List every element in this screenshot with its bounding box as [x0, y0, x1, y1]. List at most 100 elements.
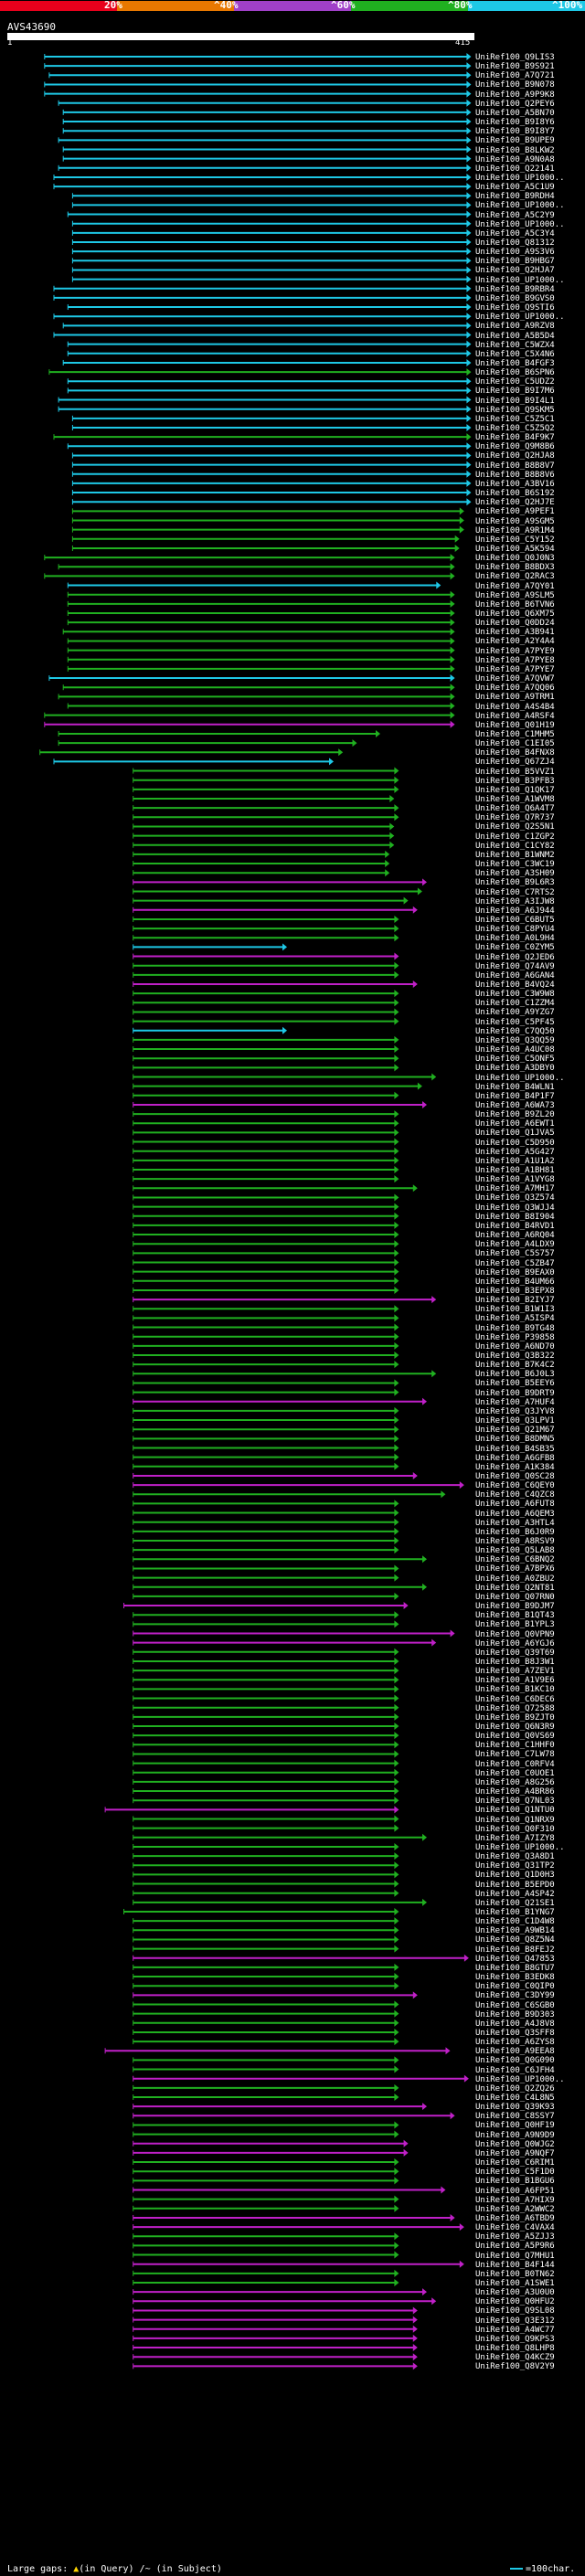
hit-row[interactable]: [133, 2334, 418, 2342]
hit-label[interactable]: UniRef100_Q3B322: [475, 1352, 555, 1361]
hit-label[interactable]: UniRef100_A9NQF7: [475, 2148, 555, 2158]
hit-label[interactable]: UniRef100_B3PFB3: [475, 776, 555, 786]
hit-label[interactable]: UniRef100_B8B8V7: [475, 461, 555, 471]
hit-label[interactable]: UniRef100_A6EWT1: [475, 1119, 555, 1129]
hit-label[interactable]: UniRef100_B9L6R3: [475, 878, 555, 888]
hit-label[interactable]: UniRef100_Q2RAC3: [475, 572, 555, 582]
hit-label[interactable]: UniRef100_A1U1A2: [475, 1156, 555, 1166]
hit-label[interactable]: UniRef100_Q3LPV1: [475, 1416, 555, 1426]
hit-row[interactable]: [133, 981, 418, 988]
hit-row[interactable]: [67, 664, 455, 673]
hit-row[interactable]: [71, 451, 472, 460]
hit-row[interactable]: [133, 1258, 399, 1267]
hit-label[interactable]: UniRef100_Q6A4T7: [475, 804, 555, 814]
hit-label[interactable]: UniRef100_Q0G090: [475, 2056, 555, 2066]
hit-label[interactable]: UniRef100_B4F144: [475, 2260, 555, 2270]
hit-label[interactable]: UniRef100_A4BR86: [475, 1787, 555, 1797]
hit-label[interactable]: UniRef100_A9WB14: [475, 1926, 555, 1936]
hit-row[interactable]: [133, 1629, 455, 1638]
hit-row[interactable]: [58, 739, 357, 747]
hit-label[interactable]: UniRef100_A7PYE9: [475, 646, 555, 656]
hit-label[interactable]: UniRef100_A6FUT8: [475, 1500, 555, 1510]
hit-label[interactable]: UniRef100_B9EAX0: [475, 1267, 555, 1277]
hit-label[interactable]: UniRef100_B7K4C2: [475, 1361, 555, 1371]
hit-row[interactable]: [133, 1973, 399, 1981]
hit-row[interactable]: [133, 1305, 399, 1313]
hit-row[interactable]: [133, 1842, 399, 1850]
hit-row[interactable]: [71, 275, 472, 283]
hit-label[interactable]: UniRef100_Q01H19: [475, 720, 555, 730]
hit-label[interactable]: UniRef100_UP1000..: [475, 219, 565, 229]
hit-label[interactable]: UniRef100_B9N078: [475, 80, 555, 90]
hit-label[interactable]: UniRef100_Q1NTU0: [475, 1806, 555, 1816]
hit-label[interactable]: UniRef100_Q0DD24: [475, 619, 555, 629]
hit-row[interactable]: [133, 2279, 399, 2286]
hit-row[interactable]: [133, 2242, 399, 2250]
hit-row[interactable]: [71, 535, 460, 543]
hit-label[interactable]: UniRef100_C6JFH4: [475, 2065, 555, 2075]
hit-label[interactable]: UniRef100_B9HBG7: [475, 257, 555, 267]
hit-label[interactable]: UniRef100_A5P9R6: [475, 2242, 555, 2252]
hit-label[interactable]: UniRef100_UP1000..: [475, 201, 565, 211]
hit-row[interactable]: [133, 1555, 427, 1564]
hit-row[interactable]: [71, 479, 472, 487]
hit-row[interactable]: [133, 915, 399, 923]
hit-row[interactable]: [133, 1481, 464, 1489]
hit-row[interactable]: [133, 1175, 399, 1183]
hit-label[interactable]: UniRef100_A6J944: [475, 906, 555, 916]
hit-row[interactable]: [71, 219, 472, 228]
hit-row[interactable]: [71, 525, 464, 534]
hit-label[interactable]: UniRef100_B9RBR4: [475, 284, 555, 294]
hit-row[interactable]: [133, 1147, 399, 1155]
hit-label[interactable]: UniRef100_B1YNG7: [475, 1908, 555, 1917]
hit-label[interactable]: UniRef100_B9GVS0: [475, 293, 555, 303]
hit-row[interactable]: [62, 628, 455, 636]
hit-row[interactable]: [133, 887, 422, 896]
hit-label[interactable]: UniRef100_A4WC77: [475, 2325, 555, 2335]
hit-label[interactable]: UniRef100_A6YGJ6: [475, 1638, 555, 1648]
hit-label[interactable]: UniRef100_C5UDZ2: [475, 377, 555, 387]
hit-row[interactable]: [133, 961, 399, 970]
hit-label[interactable]: UniRef100_Q2NT81: [475, 1583, 555, 1593]
hit-label[interactable]: UniRef100_A9P9K8: [475, 90, 555, 100]
hit-row[interactable]: [133, 1667, 399, 1675]
hit-row[interactable]: [58, 396, 472, 404]
hit-row[interactable]: [133, 1267, 399, 1276]
hit-row[interactable]: [133, 1035, 399, 1044]
hit-label[interactable]: UniRef100_A7HIX9: [475, 2195, 555, 2205]
hit-row[interactable]: [133, 822, 395, 831]
hit-label[interactable]: UniRef100_C6BUT5: [475, 915, 555, 925]
hit-label[interactable]: UniRef100_A7QY01: [475, 581, 555, 591]
hit-label[interactable]: UniRef100_Q3QQ59: [475, 1035, 555, 1045]
hit-row[interactable]: [133, 943, 287, 951]
hit-label[interactable]: UniRef100_C5WZX4: [475, 340, 555, 350]
hit-label[interactable]: UniRef100_Q21M67: [475, 1426, 555, 1436]
hit-row[interactable]: [123, 1602, 409, 1610]
hit-row[interactable]: [133, 2083, 399, 2092]
hit-label[interactable]: UniRef100_A4S4B4: [475, 702, 555, 712]
hit-label[interactable]: UniRef100_A6TBD9: [475, 2213, 555, 2223]
hit-label[interactable]: UniRef100_A9SGM5: [475, 516, 555, 526]
hit-label[interactable]: UniRef100_Q1NRX9: [475, 1815, 555, 1825]
hit-label[interactable]: UniRef100_C0ZYM5: [475, 943, 555, 953]
hit-row[interactable]: [133, 795, 395, 802]
hit-label[interactable]: UniRef100_A5G427: [475, 1147, 555, 1157]
hit-row[interactable]: [71, 257, 472, 265]
hit-row[interactable]: [133, 813, 399, 822]
hit-row[interactable]: [133, 1166, 399, 1173]
hit-row[interactable]: [53, 183, 472, 191]
hit-label[interactable]: UniRef100_A6GAN4: [475, 970, 555, 981]
hit-row[interactable]: [133, 1723, 399, 1730]
hit-row[interactable]: [133, 1500, 399, 1508]
hit-label[interactable]: UniRef100_Q9SL08: [475, 2306, 555, 2316]
hit-label[interactable]: UniRef100_C1MHM5: [475, 729, 555, 739]
hit-row[interactable]: [133, 767, 399, 775]
hit-row[interactable]: [133, 1703, 399, 1712]
hit-row[interactable]: [133, 1871, 399, 1879]
hit-row[interactable]: [133, 1750, 399, 1758]
hit-row[interactable]: [133, 2074, 469, 2083]
hit-row[interactable]: [71, 228, 472, 237]
hit-label[interactable]: UniRef100_A0ZBU2: [475, 1574, 555, 1584]
hit-row[interactable]: [133, 1045, 399, 1054]
hit-row[interactable]: [133, 1026, 287, 1034]
